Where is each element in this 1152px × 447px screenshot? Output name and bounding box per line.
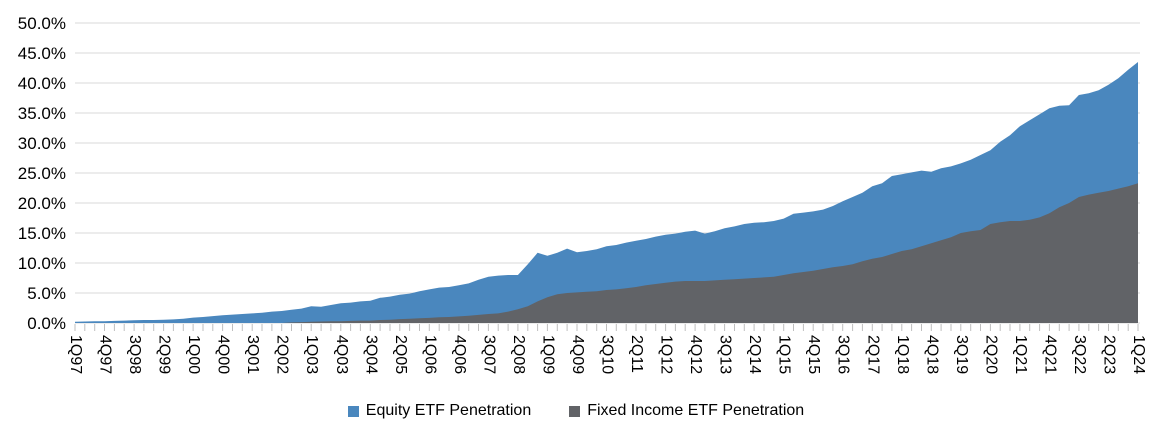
x-axis-tick-label: 3Q13 (717, 335, 734, 374)
x-axis-tick-label: 4Q06 (451, 335, 468, 374)
x-axis-tick-label: 4Q97 (97, 335, 114, 374)
y-axis-tick-label: 15.0% (18, 224, 66, 243)
fixed-income-series-swatch-icon (569, 405, 581, 417)
x-axis-tick-label: 2Q05 (392, 335, 409, 374)
x-axis-tick-label: 1Q18 (894, 335, 911, 374)
x-axis-tick-label: 1Q15 (776, 335, 793, 374)
y-axis-tick-label: 25.0% (18, 164, 66, 183)
y-axis-tick-label: 50.0% (18, 14, 66, 33)
x-axis-tick-label: 3Q01 (244, 335, 261, 374)
legend-label-fixed-income: Fixed Income ETF Penetration (587, 402, 805, 419)
y-axis-tick-label: 35.0% (18, 104, 66, 123)
x-axis-tick-label: 2Q14 (746, 335, 763, 374)
y-axis-tick-label: 45.0% (18, 44, 66, 63)
x-axis-tick-label: 1Q00 (185, 335, 202, 374)
y-axis-tick-label: 0.0% (27, 314, 66, 333)
x-axis-tick-label: 4Q03 (333, 335, 350, 374)
x-axis-tick-label: 4Q21 (1041, 335, 1058, 374)
x-axis-tick-label: 1Q06 (421, 335, 438, 374)
fixed-income-area-series (75, 183, 1138, 323)
x-axis-tick-label: 2Q20 (982, 335, 999, 374)
x-axis-tick-label: 2Q99 (156, 335, 173, 374)
x-axis-tick-label: 1Q09 (539, 335, 556, 374)
x-axis-tick-label: 4Q09 (569, 335, 586, 374)
y-axis-tick-label: 30.0% (18, 134, 66, 153)
x-axis-tick-label: 4Q15 (805, 335, 822, 374)
x-axis-tick-label: 4Q12 (687, 335, 704, 374)
x-axis-tick-label: 4Q00 (215, 335, 232, 374)
x-axis-tick-label: 2Q23 (1101, 335, 1118, 374)
x-axis-tick-label: 1Q97 (67, 335, 84, 374)
legend-item-fixed-income: Fixed Income ETF Penetration (569, 402, 804, 420)
x-axis-tick-label: 1Q21 (1012, 335, 1029, 374)
equity-area-series (75, 62, 1138, 323)
x-axis-tick-label: 3Q07 (480, 335, 497, 374)
legend-item-equity: Equity ETF Penetration (347, 402, 532, 420)
x-axis-tick-label: 3Q19 (953, 335, 970, 374)
x-axis-tick-label: 2Q17 (864, 335, 881, 374)
x-axis-tick-label: 1Q03 (303, 335, 320, 374)
x-axis-tick-label: 3Q16 (835, 335, 852, 374)
x-axis-tick-label: 3Q98 (126, 335, 143, 374)
y-axis-tick-label: 10.0% (18, 254, 66, 273)
x-axis-tick-label: 2Q08 (510, 335, 527, 374)
y-axis-tick-label: 20.0% (18, 194, 66, 213)
x-axis-tick-label: 3Q04 (362, 335, 379, 374)
y-axis-tick-label: 40.0% (18, 74, 66, 93)
x-axis-tick-label: 1Q12 (658, 335, 675, 374)
x-axis-tick-label: 2Q02 (274, 335, 291, 374)
x-axis-tick-label: 3Q22 (1071, 335, 1088, 374)
x-axis-tick-label: 1Q24 (1130, 335, 1147, 374)
x-axis-tick-label: 4Q18 (923, 335, 940, 374)
y-axis-tick-label: 5.0% (27, 284, 66, 303)
x-axis-tick-label: 2Q11 (628, 335, 645, 373)
chart-legend: Equity ETF Penetration Fixed Income ETF … (0, 402, 1152, 420)
legend-label-equity: Equity ETF Penetration (365, 402, 532, 419)
equity-series-swatch-icon (347, 405, 359, 417)
x-axis-tick-label: 3Q10 (599, 335, 616, 374)
